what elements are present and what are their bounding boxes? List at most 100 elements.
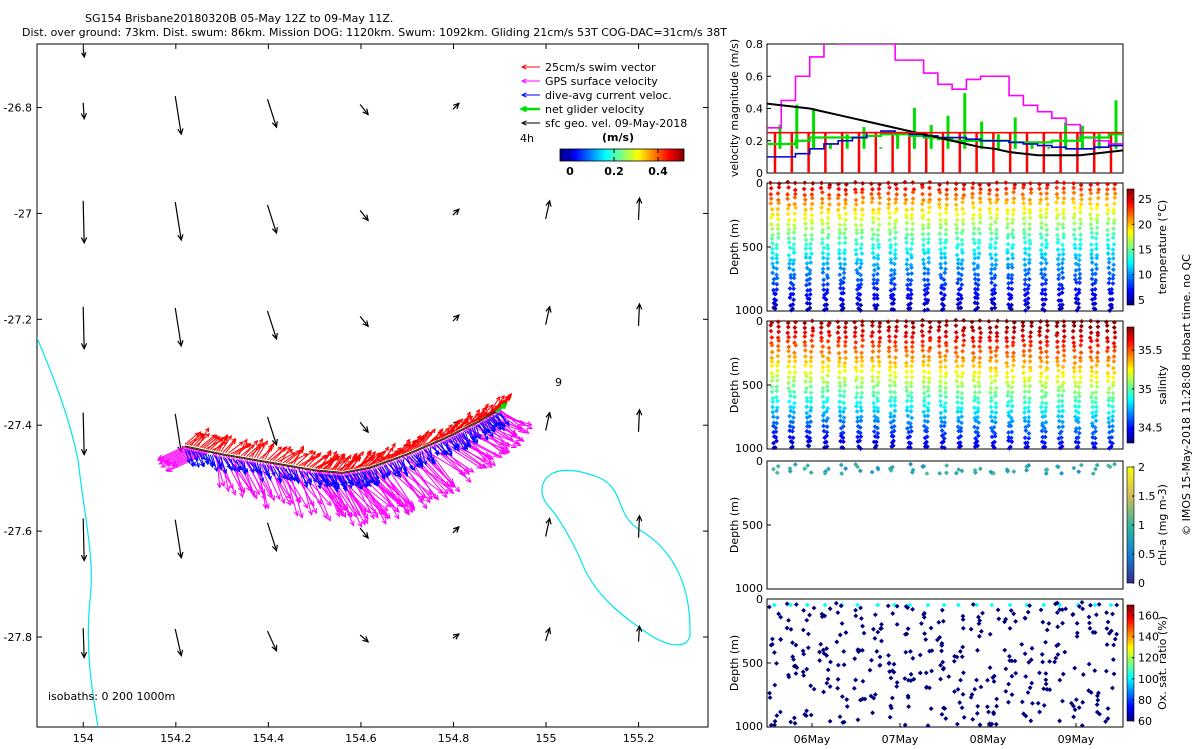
geostrophic-arrow: [359, 315, 369, 327]
section-data-point: [843, 630, 849, 635]
section-data-point: [988, 385, 994, 391]
section-data-point: [975, 414, 981, 420]
section-data-point: [960, 328, 966, 334]
section-data-point: [970, 358, 976, 364]
gps-vector-head: [239, 492, 245, 499]
section-data-point: [937, 634, 943, 640]
section-data-point: [1106, 216, 1111, 222]
section-data-point: [1054, 191, 1060, 197]
current-vector: [487, 418, 496, 431]
section-data-point: [927, 185, 932, 191]
section-data-point: [1078, 358, 1083, 364]
section-data-point: [804, 385, 810, 391]
section-data-point: [926, 379, 932, 385]
section-data-point: [960, 227, 966, 233]
section-data-point: [989, 409, 995, 415]
section-data-point: [888, 389, 893, 395]
current-vector: [356, 472, 363, 489]
section-data-point: [920, 343, 926, 349]
section-data-point: [1090, 471, 1096, 477]
section-data-point: [1009, 384, 1015, 390]
swim-vector-head: [424, 430, 429, 436]
swim-vector: [361, 451, 371, 468]
section-data-point: [821, 245, 827, 251]
swim-vector: [193, 433, 206, 447]
section-data-point: [1104, 187, 1110, 192]
section-data-point: [1094, 374, 1100, 380]
section-data-point: [953, 192, 959, 198]
section-data-point: [1073, 398, 1078, 404]
colorbar-tick-label: 80: [1138, 694, 1152, 707]
section-data-point: [886, 328, 891, 333]
section-data-point: [942, 281, 948, 287]
section-data-point: [1061, 190, 1067, 196]
section-data-point: [843, 324, 848, 330]
section-data-point: [800, 648, 806, 654]
section-data-point: [1089, 358, 1095, 363]
section-data-point: [1059, 607, 1065, 613]
section-data-point: [978, 330, 984, 336]
section-data-point: [1090, 281, 1096, 287]
section-data-point: [824, 646, 830, 651]
section-data-point: [860, 187, 865, 192]
swim-vector-head: [406, 441, 412, 447]
legend-swatch-head: [520, 64, 527, 70]
section-data-point: [1061, 380, 1067, 386]
section-data-point: [971, 247, 977, 253]
section-data-point: [903, 649, 909, 655]
section-data-point: [1025, 690, 1031, 695]
section-data-point: [819, 335, 824, 341]
section-data-point: [870, 210, 876, 216]
section-data-point: [909, 241, 915, 246]
section-data-point: [841, 393, 847, 399]
section-data-point: [993, 240, 998, 246]
section-data-point: [1104, 642, 1110, 648]
section-data-point: [854, 390, 860, 396]
section-data-point: [886, 205, 891, 211]
section-data-point: [837, 380, 843, 386]
section-data-point: [926, 354, 932, 360]
section-data-point: [1026, 246, 1032, 252]
section-data-point: [959, 390, 965, 396]
current-vector-head: [473, 433, 479, 439]
section-data-point: [876, 216, 881, 222]
section-data-point: [1026, 399, 1032, 405]
section-data-point: [1059, 414, 1065, 419]
section-data-point: [806, 631, 811, 637]
section-data-point: [1042, 257, 1048, 262]
section-data-point: [860, 328, 866, 334]
section-data-point: [1044, 207, 1050, 212]
section-data-point: [1039, 428, 1045, 434]
section-data-point: [808, 260, 814, 266]
section-data-point: [825, 281, 830, 287]
section-data-point: [885, 180, 891, 186]
geostrophic-arrow-head: [362, 532, 369, 540]
section-data-point: [769, 226, 775, 232]
section-data-point: [769, 389, 775, 395]
section-data-point: [787, 434, 793, 440]
swim-vector-head: [303, 453, 309, 458]
section-data-point: [991, 710, 996, 715]
section-data-point: [1027, 353, 1033, 359]
section-data-point: [961, 342, 966, 348]
section-data-point: [775, 235, 781, 241]
section-data-point: [936, 338, 942, 344]
section-data-point: [989, 602, 995, 608]
section-data-point: [1039, 439, 1045, 445]
section-data-point: [890, 433, 896, 439]
section-data-point: [1089, 390, 1095, 396]
gps-vector-head: [240, 487, 246, 494]
section-data-point: [991, 296, 997, 302]
section-data-point: [858, 217, 864, 222]
map-y-tick-label: -27.8: [4, 631, 32, 644]
section-data-point: [891, 424, 897, 429]
gps-vector-head: [303, 502, 309, 509]
section-data-point: [910, 467, 916, 473]
section-data-point: [1089, 255, 1095, 261]
section-data-point: [859, 363, 865, 369]
section-data-point: [808, 408, 813, 414]
net-velocity-arrow-head: [500, 402, 509, 410]
section-data-point: [786, 399, 792, 404]
current-vector: [442, 441, 452, 453]
